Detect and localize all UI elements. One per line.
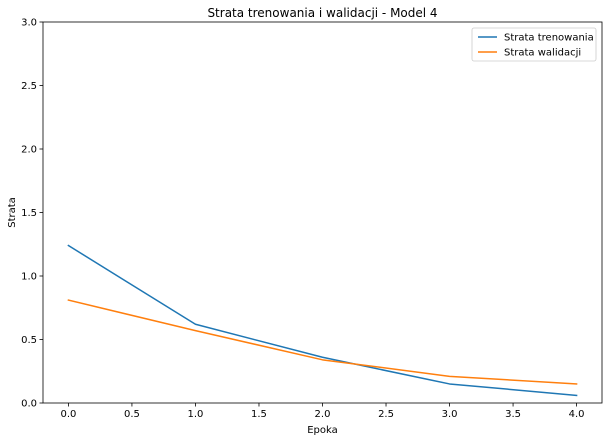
x-tick-label: 4.0 bbox=[569, 409, 585, 420]
x-tick-label: 3.5 bbox=[505, 409, 521, 420]
y-axis-label: Strata bbox=[7, 197, 18, 228]
y-tick-label: 1.0 bbox=[21, 272, 37, 283]
chart-title: Strata trenowania i walidacji - Model 4 bbox=[207, 6, 437, 20]
legend-label-train: Strata trenowania bbox=[504, 33, 594, 44]
x-tick-label: 2.5 bbox=[378, 409, 394, 420]
legend: Strata trenowania Strata walidacji bbox=[471, 27, 597, 62]
validation-loss-line bbox=[67, 299, 578, 385]
x-axis-label: Epoka bbox=[307, 425, 338, 436]
legend-box bbox=[471, 27, 597, 62]
y-axis-ticks: 0.0 0.5 1.0 1.5 2.0 2.5 3.0 bbox=[21, 18, 43, 410]
x-tick-label: 3.0 bbox=[442, 409, 458, 420]
x-tick-label: 0.0 bbox=[60, 409, 76, 420]
plot-frame bbox=[42, 21, 603, 404]
legend-label-validation: Strata walidacji bbox=[504, 48, 581, 59]
y-tick-label: 2.0 bbox=[21, 145, 37, 156]
series-layer bbox=[67, 244, 578, 397]
y-tick-label: 1.5 bbox=[21, 208, 37, 219]
y-tick-label: 2.5 bbox=[21, 81, 37, 92]
x-tick-label: 2.0 bbox=[315, 409, 331, 420]
y-tick-label: 3.0 bbox=[21, 18, 37, 29]
x-tick-label: 1.0 bbox=[188, 409, 204, 420]
x-tick-label: 0.5 bbox=[124, 409, 140, 420]
y-tick-label: 0.0 bbox=[21, 399, 37, 410]
x-axis-ticks: 0.0 0.5 1.0 1.5 2.0 2.5 3.0 3.5 4.0 bbox=[60, 403, 585, 420]
training-loss-line bbox=[67, 244, 578, 397]
x-tick-label: 1.5 bbox=[251, 409, 267, 420]
y-tick-label: 0.5 bbox=[21, 335, 37, 346]
